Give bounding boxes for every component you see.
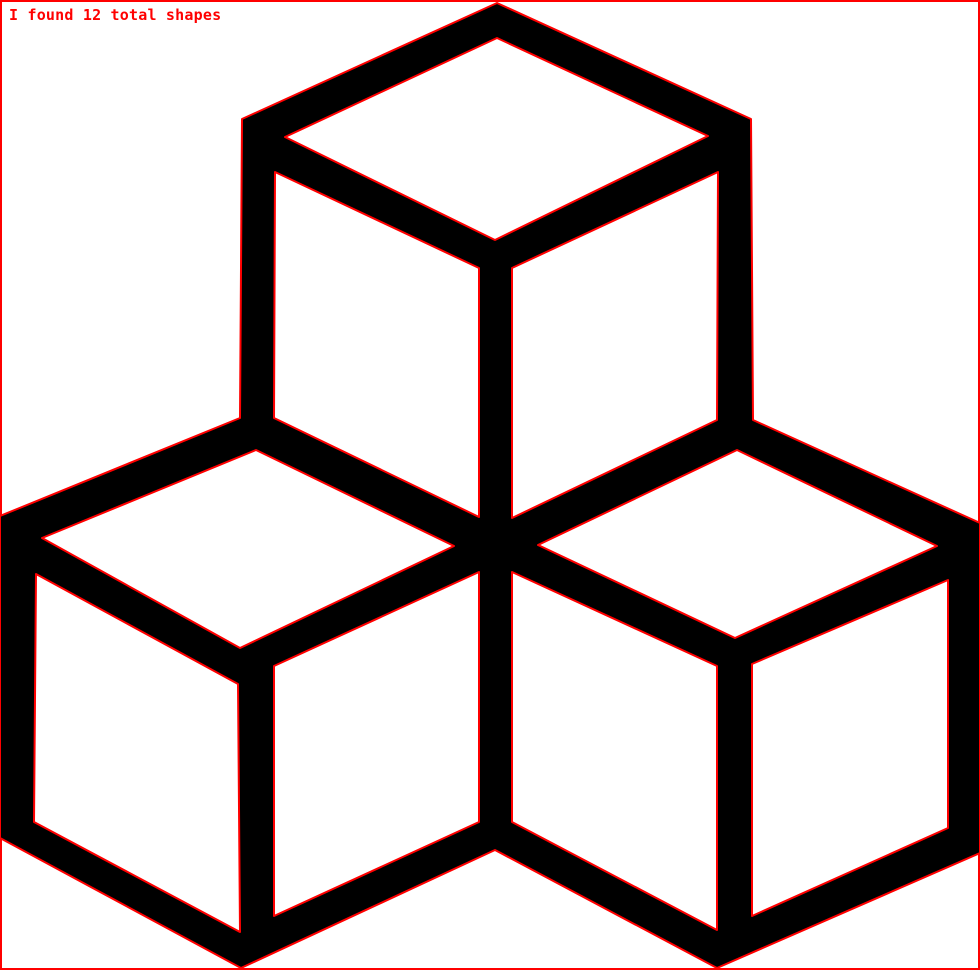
top-cube-left-face [273,171,480,518]
right-cube-right-face [751,579,949,917]
right-cube-left-face [511,571,718,931]
left-cube-right-face [273,571,480,917]
top-cube-top-face [284,37,709,241]
result-text: I found 12 total shapes [9,6,222,24]
top-cube-right-face [511,171,719,519]
left-cube-top-face [41,449,455,649]
left-cube-left-face [33,573,241,933]
right-cube-top-face [537,449,938,639]
